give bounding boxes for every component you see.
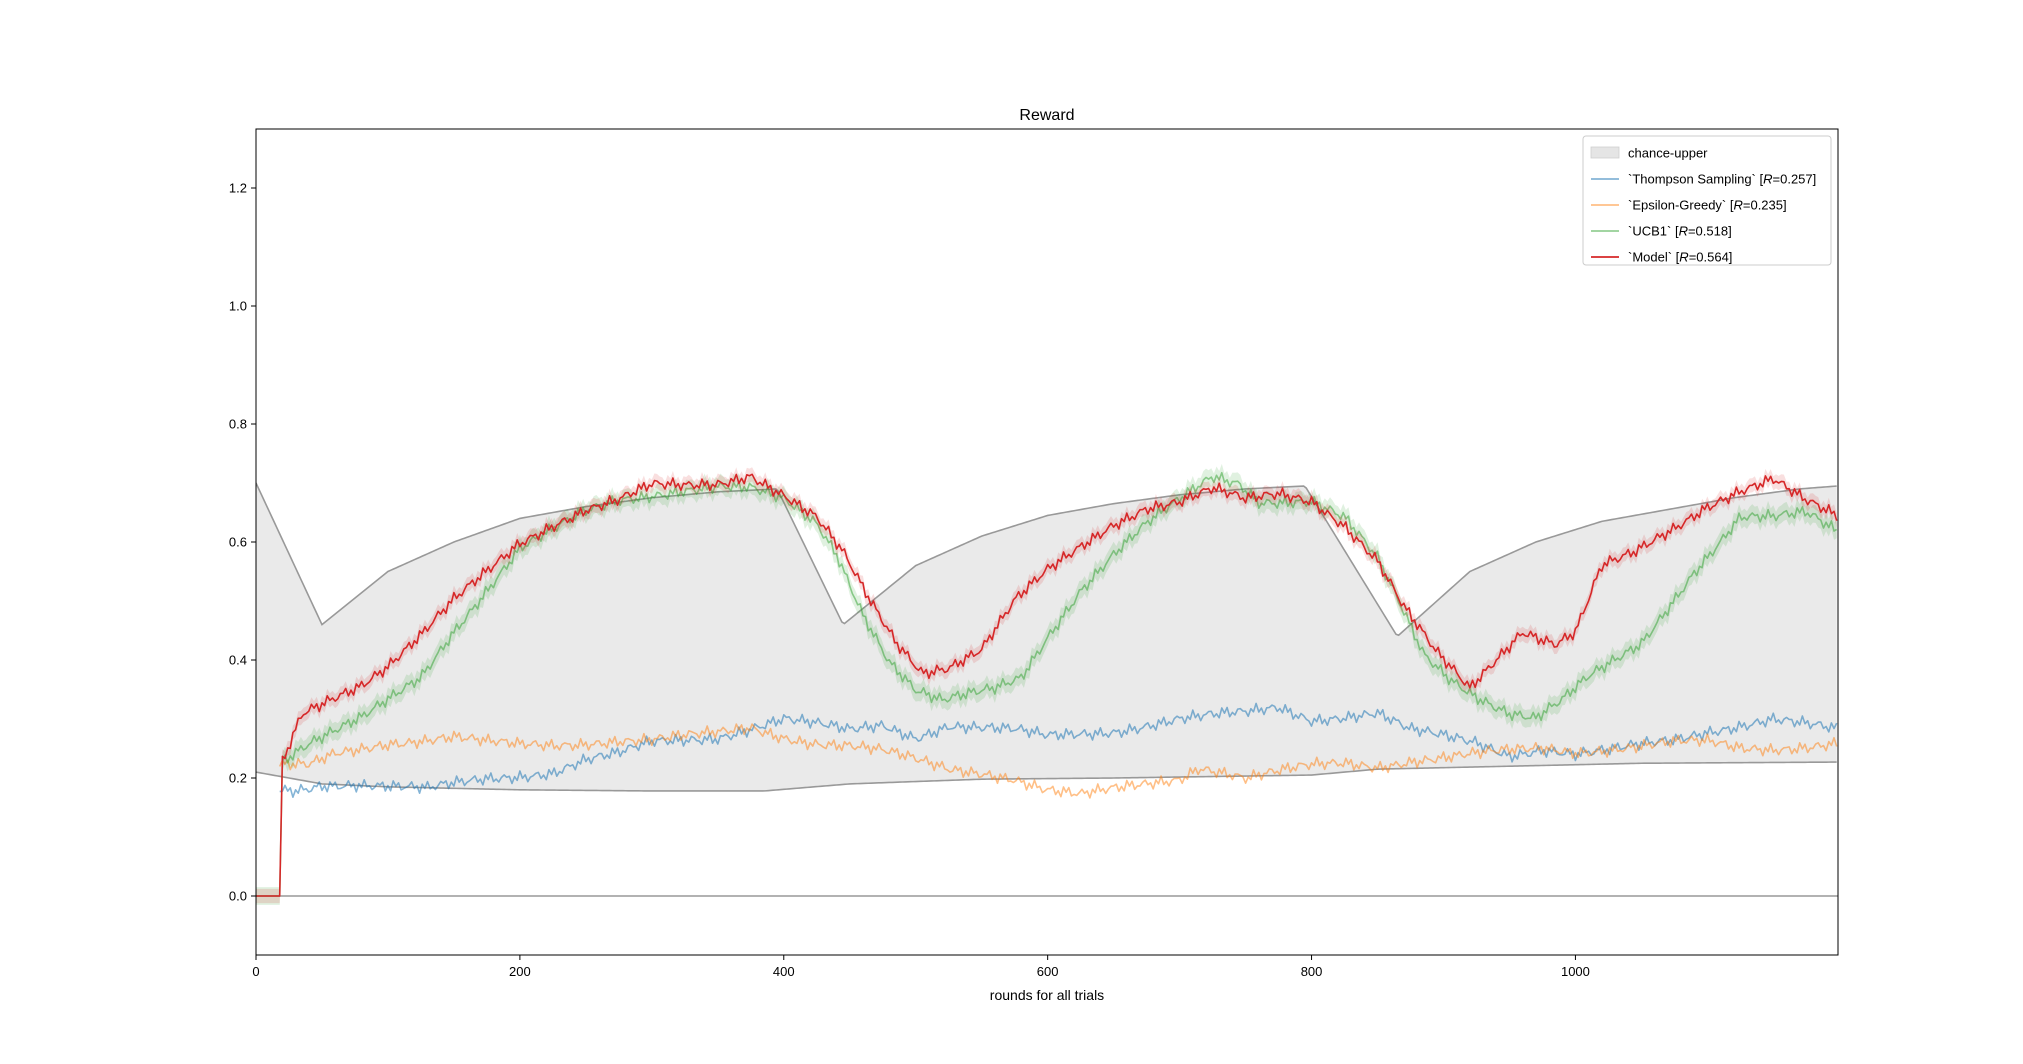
legend-label-1: `Epsilon-Greedy` [R=0.235] <box>1628 198 1787 213</box>
x-tick-label: 400 <box>773 964 795 979</box>
legend: chance-upper `Thompson Sampling` [R=0.257… <box>1582 135 1832 266</box>
legend-label-3: `Model` [R=0.564] <box>1628 250 1732 265</box>
y-tick-label: 0.2 <box>229 771 247 786</box>
legend-label-chance-upper: chance-upper <box>1628 146 1708 161</box>
legend-swatch-chance-upper <box>1590 146 1620 159</box>
x-axis-label: rounds for all trials <box>990 987 1104 1003</box>
x-tick-label: 200 <box>509 964 531 979</box>
y-tick-label: 0.8 <box>229 417 247 432</box>
chart-title: Reward <box>1019 107 1074 124</box>
y-tick-label: 0.6 <box>229 535 247 550</box>
legend-label-0: `Thompson Sampling` [R=0.257] <box>1628 172 1816 187</box>
x-tick-label: 0 <box>252 964 259 979</box>
chance-lower-edge <box>256 761 1837 792</box>
legend-label-2: `UCB1` [R=0.518] <box>1628 224 1732 239</box>
x-tick-label: 800 <box>1301 964 1323 979</box>
series-line-1 <box>278 723 1838 799</box>
chance-upper-edge <box>256 482 1837 637</box>
y-tick-label: 0.4 <box>229 653 247 668</box>
x-tick-label: 600 <box>1037 964 1059 979</box>
y-tick-label: 1.2 <box>229 181 247 196</box>
y-tick-label: 1.0 <box>229 299 247 314</box>
y-tick-label: 0.0 <box>229 889 247 904</box>
legend-box <box>1582 135 1832 266</box>
series-line-3 <box>256 473 1838 897</box>
chance-band <box>256 483 1837 791</box>
x-tick-label: 1000 <box>1561 964 1590 979</box>
axes: 0 200 400 600 800 1000 0.0 0.2 0.4 0.6 0.8 1.0 1.2 <box>229 128 1839 979</box>
